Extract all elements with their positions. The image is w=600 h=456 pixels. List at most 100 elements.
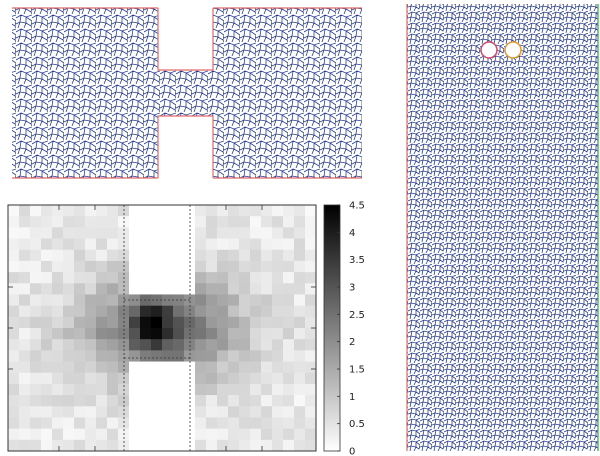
heatmap-cell bbox=[52, 272, 63, 283]
heatmap-cell bbox=[217, 440, 228, 451]
heatmap-cell bbox=[85, 216, 96, 227]
heatmap-cell bbox=[118, 362, 129, 373]
heatmap-cell bbox=[250, 239, 261, 250]
heatmap-cell bbox=[272, 261, 283, 272]
heatmap-cell bbox=[173, 406, 184, 417]
heatmap-cell bbox=[228, 362, 239, 373]
heatmap-cell bbox=[30, 283, 41, 294]
heatmap-cell bbox=[272, 227, 283, 238]
heatmap-cell bbox=[19, 261, 30, 272]
heatmap-cell bbox=[52, 350, 63, 361]
heatmap-cell bbox=[294, 227, 305, 238]
heatmap-cell bbox=[239, 429, 250, 440]
heatmap-cell bbox=[184, 339, 195, 350]
heatmap-cell bbox=[162, 294, 173, 305]
heatmap-cell bbox=[261, 362, 272, 373]
heatmap-cell bbox=[173, 272, 184, 283]
heatmap-cell bbox=[107, 362, 118, 373]
heatmap-cell bbox=[63, 227, 74, 238]
heatmap-cell bbox=[52, 227, 63, 238]
heatmap-cell bbox=[140, 317, 151, 328]
heatmap-cell bbox=[228, 294, 239, 305]
heatmap-cell bbox=[96, 216, 107, 227]
heatmap-cell bbox=[74, 350, 85, 361]
heatmap-cell bbox=[41, 384, 52, 395]
heatmap-cell bbox=[173, 205, 184, 216]
heatmap-cell bbox=[107, 306, 118, 317]
heatmap-cell bbox=[206, 362, 217, 373]
heatmap-cell bbox=[250, 395, 261, 406]
heatmap-cell bbox=[228, 406, 239, 417]
heatmap-cell bbox=[8, 373, 19, 384]
heatmap-cell bbox=[228, 373, 239, 384]
heatmap-cell bbox=[19, 350, 30, 361]
heatmap-cell bbox=[294, 362, 305, 373]
heatmap-cell bbox=[206, 205, 217, 216]
heatmap-cell bbox=[261, 205, 272, 216]
heatmap-cell bbox=[129, 429, 140, 440]
heatmap-cell bbox=[272, 294, 283, 305]
heatmap-cell bbox=[118, 239, 129, 250]
heatmap-cell bbox=[217, 205, 228, 216]
heatmap-cell bbox=[140, 239, 151, 250]
heatmap-cell bbox=[228, 250, 239, 261]
heatmap-cell bbox=[173, 339, 184, 350]
heatmap-cell bbox=[283, 216, 294, 227]
heatmap-cell bbox=[52, 250, 63, 261]
heatmap-cell bbox=[184, 395, 195, 406]
heatmap-cell bbox=[96, 205, 107, 216]
heatmap-cell bbox=[63, 294, 74, 305]
heatmap-cell bbox=[41, 440, 52, 451]
heatmap-cell bbox=[96, 384, 107, 395]
heatmap-cell bbox=[30, 384, 41, 395]
heatmap-cell bbox=[129, 440, 140, 451]
heatmap-cell bbox=[294, 306, 305, 317]
heatmap-cell bbox=[305, 227, 316, 238]
heatmap-cell bbox=[283, 306, 294, 317]
heatmap-cell bbox=[217, 216, 228, 227]
heatmap-cell bbox=[195, 362, 206, 373]
heatmap-cell bbox=[162, 406, 173, 417]
heatmap-cell bbox=[250, 272, 261, 283]
heatmap-cell bbox=[173, 328, 184, 339]
heatmap-cell bbox=[239, 406, 250, 417]
heatmap-cell bbox=[19, 429, 30, 440]
heatmap-cell bbox=[30, 272, 41, 283]
heatmap-cell bbox=[8, 283, 19, 294]
heatmap-cell bbox=[85, 294, 96, 305]
heatmap-cell bbox=[228, 395, 239, 406]
heatmap-cell bbox=[41, 227, 52, 238]
heatmap-cell bbox=[195, 205, 206, 216]
heatmap-cell bbox=[206, 239, 217, 250]
heatmap-cell bbox=[294, 339, 305, 350]
heatmap-cell bbox=[52, 417, 63, 428]
heatmap-cell bbox=[272, 440, 283, 451]
heatmap-cell bbox=[294, 272, 305, 283]
heatmap-cell bbox=[74, 283, 85, 294]
heatmap-cell bbox=[96, 350, 107, 361]
heatmap-cell bbox=[96, 373, 107, 384]
heatmap-cell bbox=[162, 317, 173, 328]
heatmap-cell bbox=[151, 417, 162, 428]
heatmap-cell bbox=[151, 395, 162, 406]
heatmap-cell bbox=[162, 328, 173, 339]
heatmap-cell bbox=[19, 306, 30, 317]
heatmap-cell bbox=[52, 205, 63, 216]
heatmap-cell bbox=[217, 283, 228, 294]
heatmap-cell bbox=[74, 272, 85, 283]
heatmap-cell bbox=[129, 350, 140, 361]
heatmap-cell bbox=[151, 261, 162, 272]
heatmap-cell bbox=[294, 261, 305, 272]
heatmap-cell bbox=[206, 373, 217, 384]
heatmap-cell bbox=[195, 283, 206, 294]
heatmap-cell bbox=[74, 406, 85, 417]
heatmap-cell bbox=[283, 339, 294, 350]
heatmap-cell bbox=[173, 294, 184, 305]
heatmap-cell bbox=[140, 429, 151, 440]
heatmap-cell bbox=[173, 373, 184, 384]
heatmap-cell bbox=[96, 440, 107, 451]
heatmap-cell bbox=[250, 406, 261, 417]
heatmap-cell bbox=[184, 406, 195, 417]
heatmap-cell bbox=[107, 384, 118, 395]
heatmap-cell bbox=[250, 362, 261, 373]
